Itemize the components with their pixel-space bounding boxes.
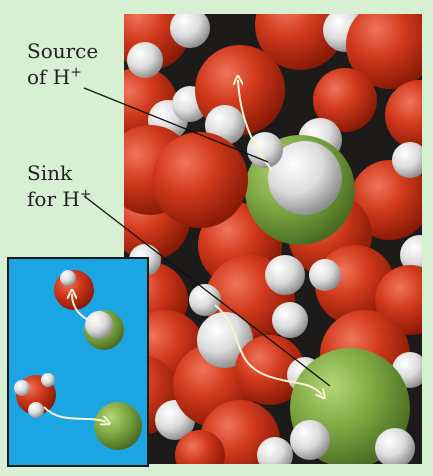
inset-arrow-source: [72, 294, 101, 326]
inset-arrow-sink: [43, 406, 106, 422]
sink-label: Sink for H+: [27, 160, 92, 212]
inset-molecules: [14, 270, 142, 450]
source-charge: +: [70, 64, 82, 81]
proton-transfer-arrow-source: [238, 80, 273, 171]
sink-charge: +: [79, 186, 92, 203]
sink-leader-line: [83, 195, 331, 387]
source-label-line2: of H+: [27, 64, 82, 89]
source-label: Source of H+: [27, 38, 98, 90]
proton-transfer-arrow-sink: [214, 304, 322, 395]
source-label-line1: Source: [27, 39, 99, 63]
sink-label-line2: for H+: [27, 186, 92, 211]
source-leader-line: [83, 87, 269, 163]
sink-label-line1: Sink: [27, 161, 73, 185]
molecule-field: [124, 14, 422, 464]
